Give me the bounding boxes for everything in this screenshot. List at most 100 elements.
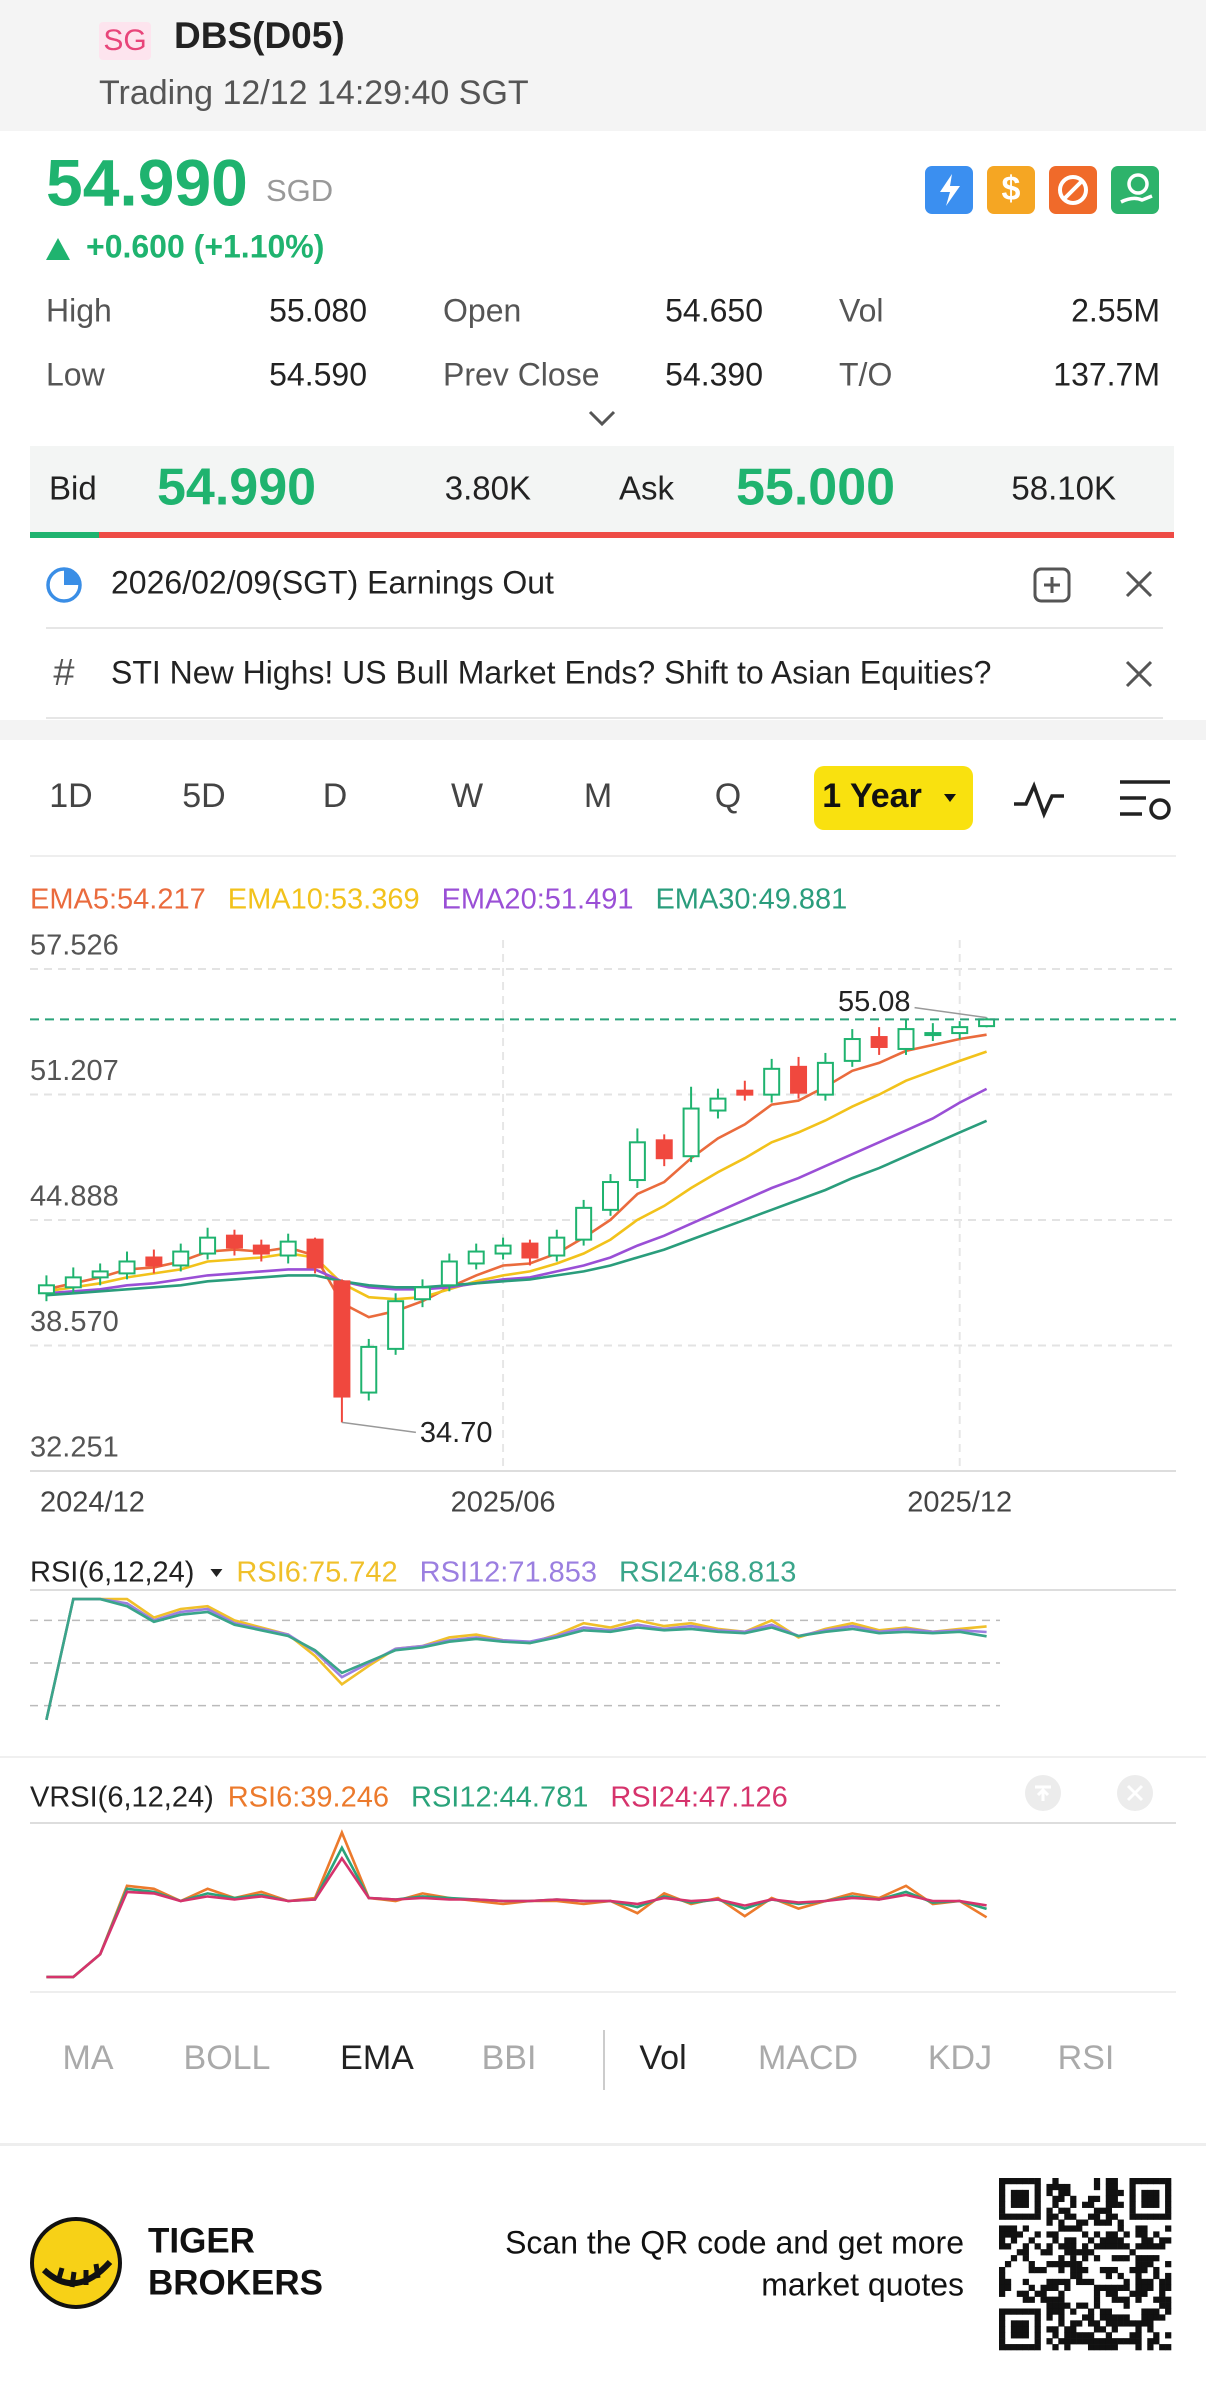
qr-cell <box>1135 2178 1142 2185</box>
qr-cell <box>1076 2272 1083 2280</box>
qr-cell <box>1064 2326 1071 2333</box>
period-tab[interactable]: Q <box>715 777 741 815</box>
qr-cell <box>1135 2231 1142 2238</box>
dropdown-arrow[interactable] <box>210 1569 223 1577</box>
qr-cell <box>1123 2296 1130 2303</box>
panel-title[interactable]: RSI(6,12,24) <box>30 1557 194 1589</box>
period-tab[interactable]: 5D <box>182 777 225 815</box>
qr-cell <box>1099 2338 1107 2345</box>
period-tab[interactable]: 1D <box>49 777 92 815</box>
period-tab[interactable]: 1 Year <box>822 777 922 815</box>
expand-chevron[interactable] <box>588 410 616 427</box>
qr-cell <box>1016 2231 1024 2238</box>
qr-cell <box>1117 2272 1124 2280</box>
indicator-tab[interactable]: MA <box>63 2039 114 2077</box>
stat-label: Low <box>46 356 106 392</box>
indicator-tab[interactable]: Vol <box>639 2039 686 2077</box>
active-tab-bg[interactable] <box>814 766 973 830</box>
qr-cell <box>1135 2255 1142 2262</box>
qr-cell <box>1087 2237 1095 2244</box>
icon-dollar[interactable] <box>987 166 1035 214</box>
qr-cell <box>1058 2314 1065 2321</box>
notice-text[interactable]: 2026/02/09(SGT) Earnings Out <box>111 564 554 600</box>
indicator-tab[interactable]: KDJ <box>928 2039 992 2077</box>
qr-cell <box>1010 2344 1018 2351</box>
qr-cell <box>1016 2308 1024 2315</box>
qr-cell <box>1028 2261 1035 2268</box>
qr-cell <box>1052 2302 1059 2309</box>
brand-logo <box>30 2217 122 2309</box>
logo-stripe <box>55 2263 101 2288</box>
qr-cell <box>1147 2308 1154 2315</box>
up-arrow <box>46 238 70 260</box>
qr-cell <box>1141 2290 1148 2297</box>
qr-cell <box>1052 2278 1059 2286</box>
qr-cell <box>1117 2296 1124 2303</box>
qr-cell <box>1087 2332 1095 2339</box>
period-tab[interactable]: M <box>584 777 612 815</box>
close-icon[interactable] <box>1125 570 1153 598</box>
qr-cell <box>1159 2344 1166 2351</box>
qr-cell <box>1028 2237 1035 2244</box>
qr-cell <box>1052 2237 1059 2244</box>
stat-value: 137.7M <box>1053 356 1160 392</box>
indicator-line <box>46 1829 988 1979</box>
qr-cell <box>1123 2338 1130 2345</box>
qr-cell <box>1153 2314 1160 2321</box>
qr-cell <box>1165 2302 1172 2309</box>
qr-cell <box>1141 2284 1148 2291</box>
close-glyph <box>1126 1784 1144 1802</box>
qr-cell <box>1153 2255 1160 2262</box>
qr-cell <box>1105 2183 1112 2191</box>
qr-cell <box>999 2201 1006 2208</box>
candle-body <box>790 1065 808 1094</box>
qr-cell <box>1070 2195 1077 2203</box>
indicator-tab[interactable]: BBI <box>482 2039 537 2077</box>
qr-cell <box>1117 2320 1124 2327</box>
icon-hand[interactable] <box>1111 166 1159 214</box>
indicator-icon[interactable] <box>1014 781 1064 819</box>
qr-cell <box>1058 2189 1065 2197</box>
candle-body <box>548 1236 566 1257</box>
calendar-icon[interactable] <box>1033 567 1071 603</box>
legend-entry: RSI24:47.126 <box>610 1782 787 1814</box>
qr-cell <box>1147 2326 1154 2333</box>
panel-title[interactable]: VRSI(6,12,24) <box>30 1782 214 1814</box>
indicator-tab[interactable]: BOLL <box>184 2039 271 2077</box>
notice-text[interactable]: STI New Highs! US Bull Market Ends? Shif… <box>111 654 991 690</box>
qr-cell <box>1004 2308 1012 2315</box>
qr-cell <box>1105 2290 1112 2297</box>
period-tab[interactable]: W <box>451 777 483 815</box>
qr-cell <box>1052 2326 1059 2333</box>
indicator-tab[interactable]: MACD <box>758 2039 858 2077</box>
qr-cell <box>1111 2189 1118 2197</box>
qr-cell <box>1111 2266 1118 2274</box>
qr-cell <box>1022 2213 1029 2220</box>
settings-icon[interactable] <box>1120 780 1171 820</box>
qr-cell <box>1087 2308 1095 2315</box>
qr-cell <box>1165 2225 1172 2232</box>
qr-cell <box>1159 2284 1166 2291</box>
legend-entry: RSI12:44.781 <box>411 1782 588 1814</box>
qr-cell <box>1105 2201 1112 2208</box>
candle-body <box>736 1089 754 1096</box>
qr-cell <box>1087 2314 1095 2321</box>
qr-cell <box>1105 2338 1112 2345</box>
qr-cell <box>1111 2201 1118 2208</box>
stat-value: 54.650 <box>665 292 763 328</box>
qr-cell <box>1028 2178 1035 2185</box>
qr-cell <box>1022 2243 1029 2250</box>
qr-cell <box>1093 2344 1101 2351</box>
indicator-tab[interactable]: RSI <box>1058 2039 1115 2077</box>
footer-separator <box>0 2143 1206 2146</box>
period-tab[interactable]: D <box>323 777 348 815</box>
qr-cell <box>1034 2314 1041 2321</box>
qr-cell <box>1099 2243 1107 2250</box>
qr-cell <box>1022 2225 1029 2232</box>
qr-cell <box>1117 2314 1124 2321</box>
qr-cell <box>999 2290 1006 2297</box>
indicator-tab[interactable]: EMA <box>340 2039 414 2077</box>
qr-cell <box>1111 2183 1118 2191</box>
close-icon[interactable] <box>1125 660 1153 688</box>
qr-cell <box>1016 2195 1024 2203</box>
